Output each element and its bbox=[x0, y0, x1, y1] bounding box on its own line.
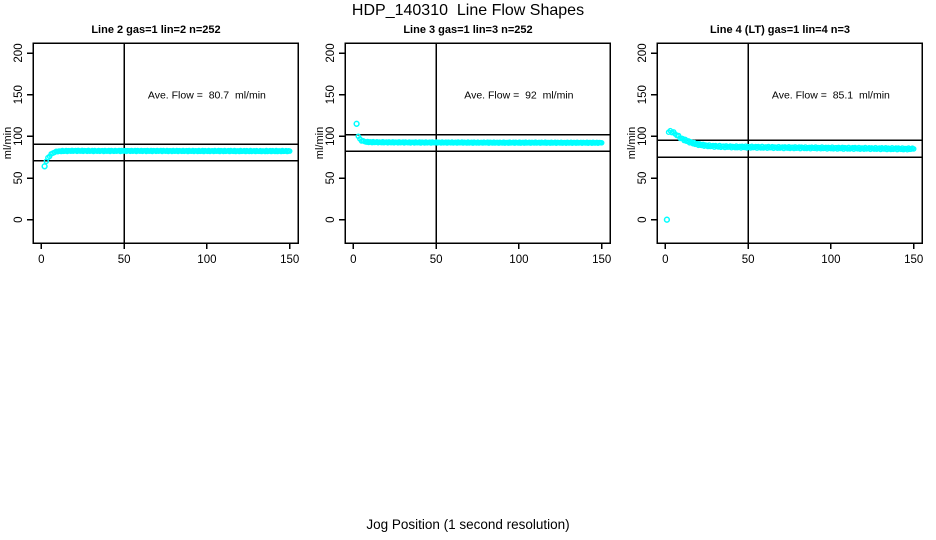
x-tick-label: 0 bbox=[350, 254, 356, 266]
y-tick-label: 200 bbox=[325, 43, 337, 62]
annotation-ave-flow: Ave. Flow = 92 ml/min bbox=[464, 90, 573, 102]
data-points bbox=[353, 120, 605, 146]
data-points bbox=[41, 147, 293, 170]
x-tick-label: 100 bbox=[197, 254, 216, 266]
y-tick-label: 0 bbox=[13, 216, 25, 222]
x-tick-label: 0 bbox=[38, 254, 44, 266]
annotation-ave-flow: Ave. Flow = 85.1 ml/min bbox=[772, 90, 890, 102]
plot-frame bbox=[656, 42, 923, 244]
x-tick-label: 150 bbox=[592, 254, 611, 266]
x-tick-label: 50 bbox=[430, 254, 443, 266]
y-tick-label: 100 bbox=[13, 127, 25, 146]
plot-frame bbox=[32, 42, 299, 244]
scatter-plot-line3: 0 50 100 150 0 50 100 150 200 ml/min Ave. Flow = 9… bbox=[314, 42, 611, 266]
y-tick-label: 50 bbox=[325, 172, 337, 185]
scatter-plot-line2: 0 50 100 150 0 50 100 150 200 ml/min Ave. Flow = 8… bbox=[2, 42, 299, 266]
y-axis-title: ml/min bbox=[626, 127, 638, 159]
y-tick-label: 150 bbox=[637, 85, 649, 104]
panel-line2: Line 2 gas=1 lin=2 n=252 0 50 100 150 0 50 100… bbox=[0, 22, 312, 288]
y-tick-label: 0 bbox=[325, 216, 337, 222]
y-tick-label: 200 bbox=[637, 43, 649, 62]
panel-line4: Line 4 (LT) gas=1 lin=4 n=3 0 50 100 150 0 50… bbox=[624, 22, 936, 288]
annotation-ave-flow: Ave. Flow = 80.7 ml/min bbox=[148, 90, 266, 102]
y-tick-label: 50 bbox=[13, 172, 25, 185]
scatter-plot-line4: 0 50 100 150 0 50 100 150 200 ml/min Ave. Flow = 8… bbox=[626, 42, 923, 266]
x-tick-label: 150 bbox=[904, 254, 923, 266]
x-tick-label: 50 bbox=[118, 254, 131, 266]
y-tick-label: 100 bbox=[637, 127, 649, 146]
x-tick-label: 0 bbox=[662, 254, 668, 266]
panel-title-line3: Line 3 gas=1 lin=3 n=252 bbox=[403, 24, 533, 36]
x-tick-label: 50 bbox=[742, 254, 755, 266]
y-axis-title: ml/min bbox=[314, 127, 326, 159]
x-tick-label: 100 bbox=[821, 254, 840, 266]
y-tick-label: 200 bbox=[13, 43, 25, 62]
x-tick-label: 100 bbox=[509, 254, 528, 266]
panel-title-line4: Line 4 (LT) gas=1 lin=4 n=3 bbox=[709, 24, 851, 36]
figure-title: HDP_140310 Line Flow Shapes bbox=[351, 2, 585, 19]
plot-frame bbox=[344, 42, 611, 244]
panel-line3: Line 3 gas=1 lin=3 n=252 0 50 100 150 0 50 100… bbox=[312, 22, 624, 288]
y-axis-title: ml/min bbox=[2, 127, 14, 159]
y-tick-label: 0 bbox=[637, 216, 649, 222]
y-tick-label: 150 bbox=[13, 85, 25, 104]
data-points bbox=[663, 127, 917, 223]
x-axis-label: Jog Position (1 second resolution) bbox=[366, 517, 570, 532]
y-tick-label: 50 bbox=[637, 172, 649, 185]
y-tick-label: 150 bbox=[325, 85, 337, 104]
x-tick-label: 150 bbox=[280, 254, 299, 266]
panel-title-line2: Line 2 gas=1 lin=2 n=252 bbox=[91, 24, 221, 36]
y-tick-label: 100 bbox=[325, 127, 337, 146]
